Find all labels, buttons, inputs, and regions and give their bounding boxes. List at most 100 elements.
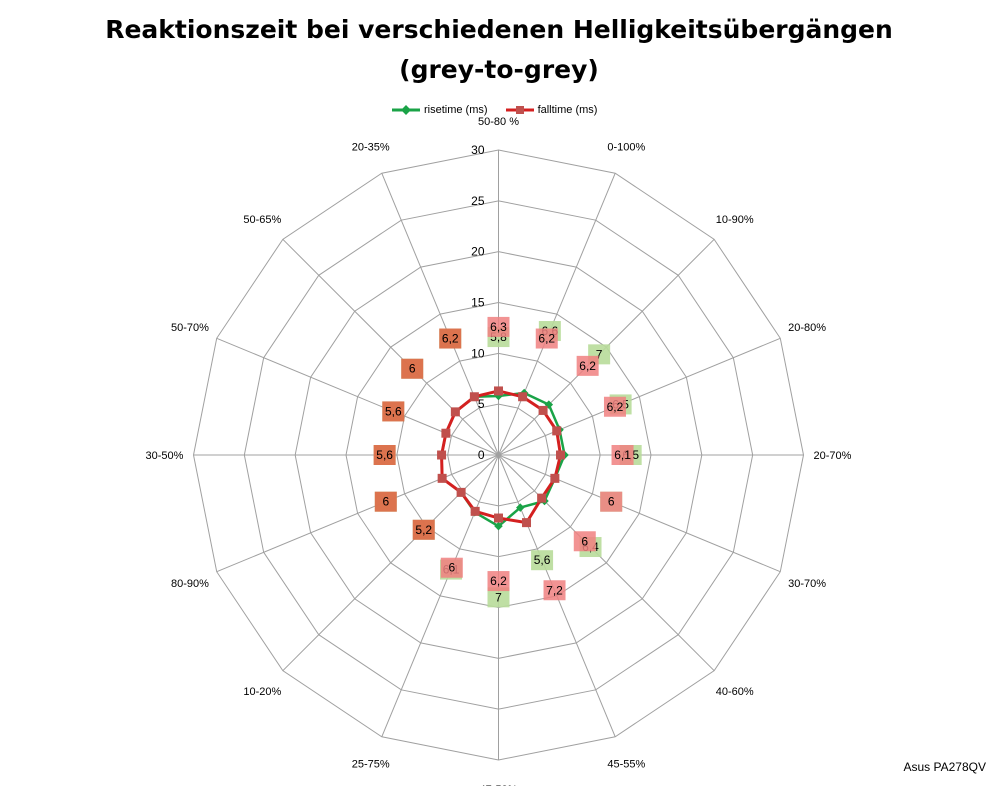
- spoke: [216, 454, 499, 573]
- category-label: 10-20%: [243, 686, 281, 698]
- data-label: 7: [495, 590, 502, 604]
- data-label-bg: [535, 328, 558, 349]
- category-label: 50-70%: [171, 322, 209, 334]
- spoke: [381, 454, 499, 737]
- category-label: 30-50%: [146, 450, 184, 462]
- fall-point: [494, 513, 503, 523]
- fall-point: [494, 386, 503, 396]
- tick-label: 20: [471, 245, 485, 259]
- data-label-bg: [576, 355, 599, 376]
- data-label-bg: [531, 550, 554, 571]
- data-label: 6: [581, 534, 588, 548]
- category-label: 80-90%: [171, 578, 209, 590]
- credit-label: Asus PA278QV: [903, 760, 987, 774]
- tick-label: 30: [471, 143, 485, 157]
- data-label: 6,2: [538, 332, 555, 346]
- legend-fall-label: falltime (ms): [537, 104, 598, 116]
- tick-label: 15: [471, 296, 485, 310]
- data-label: 5,6: [534, 553, 551, 567]
- data-label-bg: [611, 445, 634, 465]
- data-label-bg: [487, 571, 510, 592]
- category-label: 50-65%: [243, 214, 281, 226]
- fall-point: [522, 518, 532, 528]
- data-label: 6,2: [442, 332, 459, 346]
- data-label: 7: [596, 347, 603, 361]
- legend-rise-swatch: [392, 105, 420, 115]
- title-line-2: (grey-to-grey): [399, 55, 599, 84]
- rise-point: [494, 521, 503, 531]
- data-label: 7,2: [546, 583, 563, 597]
- category-label: 20-35%: [352, 141, 390, 153]
- fall-point: [552, 426, 562, 436]
- category-label: 40-60%: [716, 686, 754, 698]
- legend-fall-swatch: [505, 106, 534, 114]
- category-label: 20-70%: [814, 450, 852, 462]
- tick-label: 10: [471, 346, 485, 360]
- fall-point: [556, 450, 566, 460]
- spoke: [381, 173, 499, 456]
- tick-label: 0: [478, 448, 485, 462]
- spoke: [498, 454, 781, 573]
- fall-point: [456, 487, 466, 497]
- legend-item-fall: falltime (ms): [505, 104, 598, 116]
- data-label-bg: [487, 316, 510, 337]
- data-label: 6: [448, 561, 455, 575]
- spoke: [498, 454, 715, 672]
- fall-point: [470, 506, 480, 516]
- data-label-bg: [373, 445, 396, 465]
- tick-label: 25: [471, 194, 485, 208]
- category-label: 30-70%: [788, 578, 826, 590]
- data-label-bg: [382, 401, 405, 422]
- data-label-bg: [412, 519, 435, 540]
- category-label: 25-75%: [352, 759, 390, 771]
- data-label: 6,2: [579, 359, 596, 373]
- data-label: 6,2: [607, 400, 624, 414]
- category-label: 47-52%: [480, 784, 518, 786]
- data-label-bg: [573, 531, 596, 552]
- data-label: 6: [409, 362, 416, 376]
- data-label-bg: [401, 358, 424, 379]
- data-label: 6,1: [614, 448, 631, 462]
- data-label: 5,6: [385, 404, 402, 418]
- category-label: 20-80%: [788, 322, 826, 334]
- spoke: [282, 238, 499, 456]
- data-label-bg: [439, 328, 462, 349]
- legend-rise-label: risetime (ms): [424, 104, 488, 116]
- data-label-bg: [543, 580, 566, 601]
- chart-title: Reaktionszeit bei verschiedenen Helligke…: [0, 10, 998, 90]
- legend-item-rise: risetime (ms): [392, 104, 488, 116]
- fall-point: [537, 493, 547, 503]
- fall-point: [538, 405, 548, 415]
- data-label-bg: [374, 491, 397, 512]
- fall-point: [450, 407, 460, 417]
- data-label-bg: [487, 587, 510, 608]
- fall-point: [469, 392, 479, 402]
- radar-grid: [192, 149, 805, 761]
- data-label: 5,6: [376, 448, 393, 462]
- data-label: 6,2: [490, 574, 507, 588]
- title-line-1: Reaktionszeit bei verschiedenen Helligke…: [105, 15, 893, 44]
- category-label: 10-90%: [716, 214, 754, 226]
- data-label-bg: [440, 557, 463, 578]
- data-label-bg: [603, 396, 626, 417]
- fall-point: [550, 473, 560, 483]
- spoke: [498, 173, 616, 456]
- data-label: 6,3: [490, 320, 507, 334]
- fall-point: [437, 473, 447, 483]
- legend: risetime (ms) falltime (ms): [392, 101, 615, 119]
- fall-point: [441, 428, 451, 438]
- spoke: [216, 337, 499, 456]
- category-label: 0-100%: [607, 141, 645, 153]
- data-label: 6: [608, 495, 615, 509]
- category-label: 45-55%: [607, 759, 645, 771]
- rise-point: [516, 503, 525, 512]
- data-label-bg: [600, 491, 623, 512]
- tick-label: 5: [478, 397, 485, 411]
- category-label: 50-80 %: [478, 116, 519, 128]
- spoke: [498, 337, 781, 456]
- data-label: 6: [382, 495, 389, 509]
- spoke: [282, 454, 499, 672]
- data-label: 5,2: [415, 523, 432, 537]
- fall-point: [437, 450, 447, 460]
